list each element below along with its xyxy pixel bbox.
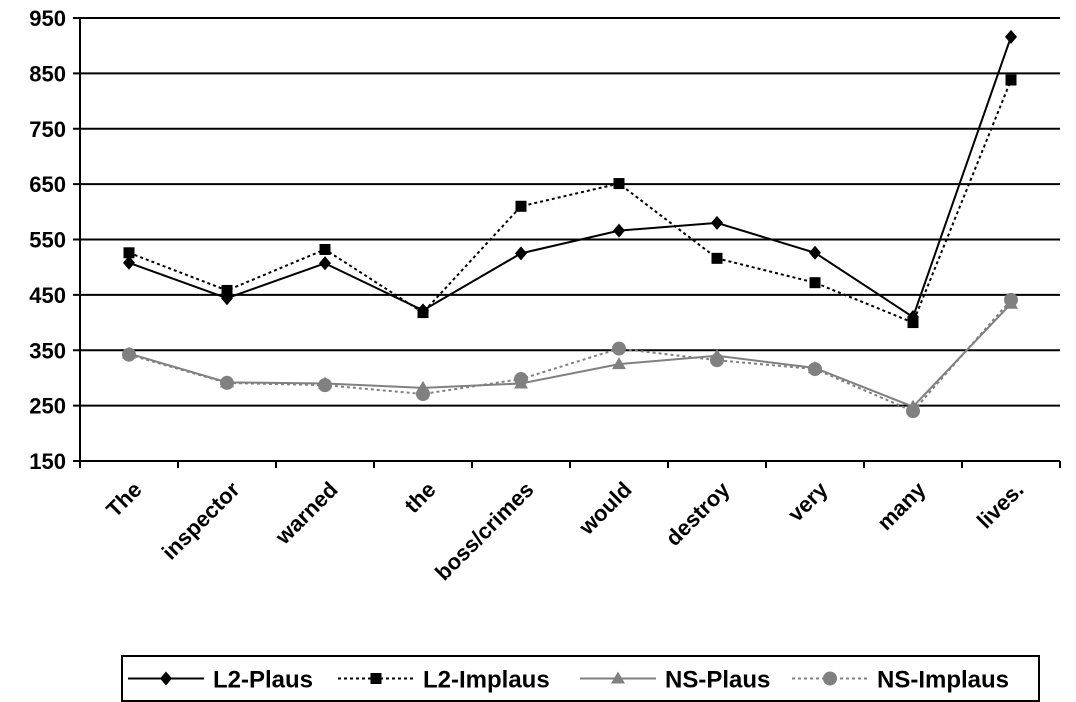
data-point xyxy=(122,347,136,362)
series-NS-Plaus xyxy=(122,296,1018,412)
data-point xyxy=(808,362,822,377)
data-point xyxy=(906,404,920,419)
y-axis-ticks: 150 250 350 450 550 650 750 850 950 xyxy=(29,6,80,474)
data-point xyxy=(514,372,528,387)
data-point xyxy=(809,245,821,260)
y-tick-label: 450 xyxy=(29,283,66,308)
legend-entry: NS-Implaus xyxy=(792,667,1009,694)
data-point xyxy=(711,215,723,230)
data-point xyxy=(1004,292,1018,307)
y-tick-label: 550 xyxy=(29,228,66,253)
y-tick-label: 350 xyxy=(29,338,66,363)
data-point xyxy=(613,223,625,238)
legend-entry: NS-Plaus xyxy=(580,667,770,694)
x-tick-label: boss/crimes xyxy=(430,477,538,585)
series-line xyxy=(128,36,1012,319)
series-L2-Plaus xyxy=(123,29,1017,325)
x-tick-label: destroy xyxy=(661,476,735,550)
legend-marker xyxy=(370,673,382,684)
series-line xyxy=(128,299,1012,413)
data-point xyxy=(711,252,723,264)
legend-entry: L2-Implaus xyxy=(338,667,550,694)
data-point xyxy=(123,247,135,259)
data-point xyxy=(515,246,527,261)
data-point xyxy=(221,284,233,296)
legend-marker xyxy=(823,671,837,686)
data-point xyxy=(1005,29,1017,44)
data-point xyxy=(417,303,429,318)
data-point xyxy=(612,357,626,370)
series-line xyxy=(128,79,1012,324)
legend-label: NS-Implaus xyxy=(877,667,1009,694)
data-point xyxy=(318,378,332,393)
x-tick-label: very xyxy=(783,476,833,526)
legend-label: NS-Plaus xyxy=(665,667,770,694)
x-tick-label: inspector xyxy=(157,477,245,565)
data-point xyxy=(907,310,919,325)
y-tick-label: 750 xyxy=(29,117,66,142)
legend: L2-Plaus L2-Implaus NS-Plaus NS-Implaus xyxy=(121,655,1040,702)
series-NS-Implaus xyxy=(122,292,1018,419)
data-point xyxy=(123,255,135,270)
series-line xyxy=(128,303,1012,408)
legend-marker xyxy=(160,671,172,686)
data-point xyxy=(319,243,331,255)
x-tick-label: The xyxy=(101,477,146,522)
data-point xyxy=(416,386,430,401)
data-point xyxy=(612,341,626,356)
x-tick-label: lives. xyxy=(972,477,1029,534)
data-point xyxy=(515,200,527,212)
y-tick-label: 650 xyxy=(29,172,66,197)
legend-label: L2-Implaus xyxy=(423,667,550,694)
legend-label: L2-Plaus xyxy=(213,667,313,694)
y-tick-label: 850 xyxy=(29,61,66,86)
legend-entry: L2-Plaus xyxy=(128,667,313,694)
y-tick-label: 150 xyxy=(29,449,66,474)
x-tick-label: many xyxy=(872,476,931,535)
data-point xyxy=(220,375,234,390)
y-tick-label: 950 xyxy=(29,6,66,31)
data-point xyxy=(221,291,233,306)
y-tick-label: 250 xyxy=(29,394,66,419)
gridlines xyxy=(80,17,1060,407)
data-point xyxy=(710,353,724,368)
data-point xyxy=(1005,74,1017,86)
data-point xyxy=(613,178,625,190)
x-tick-label: warned xyxy=(270,477,343,550)
series-L2-Implaus xyxy=(123,74,1017,329)
legend-marker xyxy=(611,671,625,684)
x-tick-label: would xyxy=(573,477,636,540)
plot-area xyxy=(122,29,1018,419)
data-point xyxy=(809,277,821,289)
x-tick-label: the xyxy=(400,477,441,518)
data-point xyxy=(319,256,331,271)
